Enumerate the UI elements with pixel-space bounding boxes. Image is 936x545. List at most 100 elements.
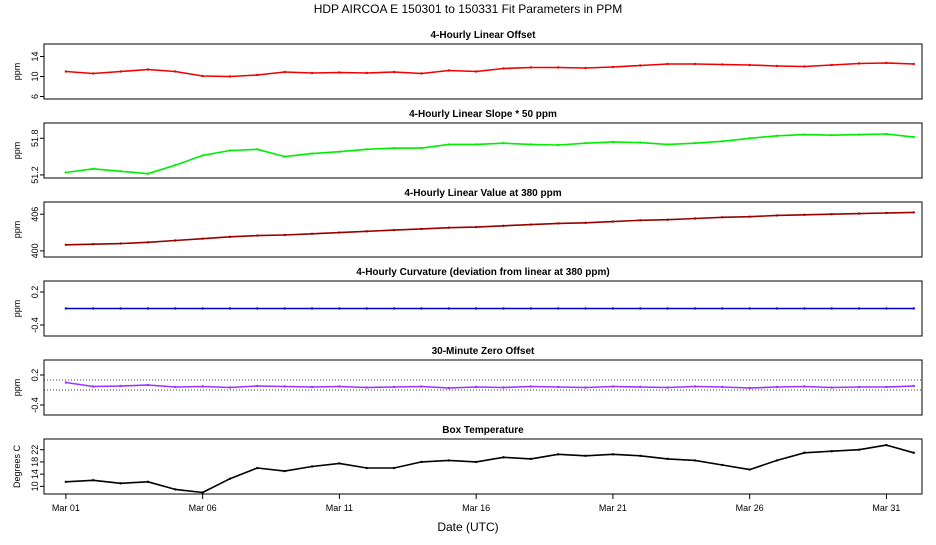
data-point <box>857 212 861 215</box>
data-point <box>283 307 286 310</box>
data-point <box>310 385 314 389</box>
data-point <box>365 230 368 233</box>
data-point <box>392 385 396 389</box>
panel-3: 4-Hourly Linear Value at 380 ppm 400 406 pp… <box>12 188 923 258</box>
data-point <box>885 307 888 310</box>
y-axis-title: ppm <box>12 379 22 397</box>
data-point <box>447 69 451 72</box>
data-point <box>502 141 505 145</box>
data-point <box>119 70 122 73</box>
y-axis-title: ppm <box>12 63 22 81</box>
data-point <box>310 152 314 155</box>
panel-title: 4-Hourly Curvature (deviation from linea… <box>356 267 609 278</box>
data-point <box>92 167 95 171</box>
data-point <box>803 307 806 310</box>
data-point <box>119 482 122 485</box>
data-point <box>92 307 95 310</box>
data-point <box>119 384 122 388</box>
data-point <box>365 307 368 310</box>
data-point <box>803 385 806 388</box>
data-point <box>557 307 560 310</box>
data-point <box>256 384 259 388</box>
data-point <box>830 213 833 216</box>
data-point <box>447 307 451 310</box>
data-point <box>310 465 314 468</box>
data-point <box>174 239 177 242</box>
data-point <box>529 385 533 388</box>
data-point <box>666 386 669 389</box>
data-point <box>228 75 232 78</box>
data-point <box>748 137 751 140</box>
data-point <box>228 149 232 152</box>
panel-1: 4-Hourly Linear Offset 6 10 14 ppm <box>12 30 923 100</box>
panel-frame <box>43 43 923 100</box>
data-point <box>420 385 423 388</box>
data-point <box>611 453 615 456</box>
data-point <box>474 307 478 310</box>
data-point <box>283 469 286 473</box>
data-point <box>502 224 505 228</box>
x-tick-label: Mar 11 <box>326 503 353 513</box>
y-tick-label: 14 <box>30 469 40 479</box>
data-point <box>64 70 68 73</box>
y-tick-label: 0.2 <box>30 286 40 299</box>
data-point <box>611 65 615 69</box>
y-tick-label: 18 <box>30 457 40 467</box>
data-point <box>146 480 150 483</box>
data-point <box>420 72 423 75</box>
data-point <box>310 71 314 75</box>
data-point <box>775 64 779 68</box>
data-point <box>830 450 833 453</box>
data-point <box>447 386 451 390</box>
data-point <box>775 385 779 389</box>
panel-5: 30-Minute Zero Offset -0.4 0.2 ppm <box>12 346 923 416</box>
data-point <box>584 307 587 310</box>
data-point <box>338 307 341 310</box>
data-point <box>201 491 204 494</box>
series-line <box>65 381 914 389</box>
panel-frame <box>43 438 923 495</box>
data-point <box>174 307 177 310</box>
data-point <box>748 307 751 310</box>
data-point <box>721 307 724 310</box>
data-point <box>420 460 423 464</box>
data-point <box>584 454 587 458</box>
data-point <box>912 62 915 66</box>
panel-6: Box Temperature 10 14 18 22 Degrees C <box>12 425 923 495</box>
data-point <box>201 74 204 78</box>
data-point <box>64 243 68 246</box>
x-tick-label: Mar 21 <box>599 503 627 513</box>
data-point <box>529 307 533 310</box>
y-axis-title: ppm <box>12 221 22 239</box>
data-point <box>310 232 314 235</box>
data-point <box>830 386 833 389</box>
panel-frame <box>43 122 923 179</box>
data-point <box>283 70 286 74</box>
data-point <box>693 385 697 388</box>
data-point <box>256 466 259 470</box>
data-point <box>803 133 806 136</box>
data-point <box>639 454 642 458</box>
data-point <box>912 135 915 139</box>
data-point <box>557 66 560 69</box>
data-point <box>584 386 587 389</box>
data-point <box>338 231 341 234</box>
data-point <box>92 72 95 75</box>
data-point <box>201 154 204 157</box>
data-point <box>830 63 833 67</box>
data-point <box>857 385 861 389</box>
data-point <box>885 443 888 447</box>
data-point <box>885 385 888 389</box>
data-point <box>830 307 833 310</box>
y-tick-label: 51.2 <box>30 166 40 184</box>
x-tick-label: Mar 01 <box>52 503 80 513</box>
data-point <box>611 307 615 310</box>
data-point <box>857 62 861 65</box>
data-point <box>611 140 615 144</box>
data-point <box>174 163 177 167</box>
data-point <box>775 459 779 462</box>
data-point <box>693 141 697 145</box>
data-point <box>474 225 478 229</box>
panel-2: 4-Hourly Linear Slope * 50 ppm 51.2 51.8 pp… <box>12 109 923 184</box>
data-point <box>256 73 259 77</box>
